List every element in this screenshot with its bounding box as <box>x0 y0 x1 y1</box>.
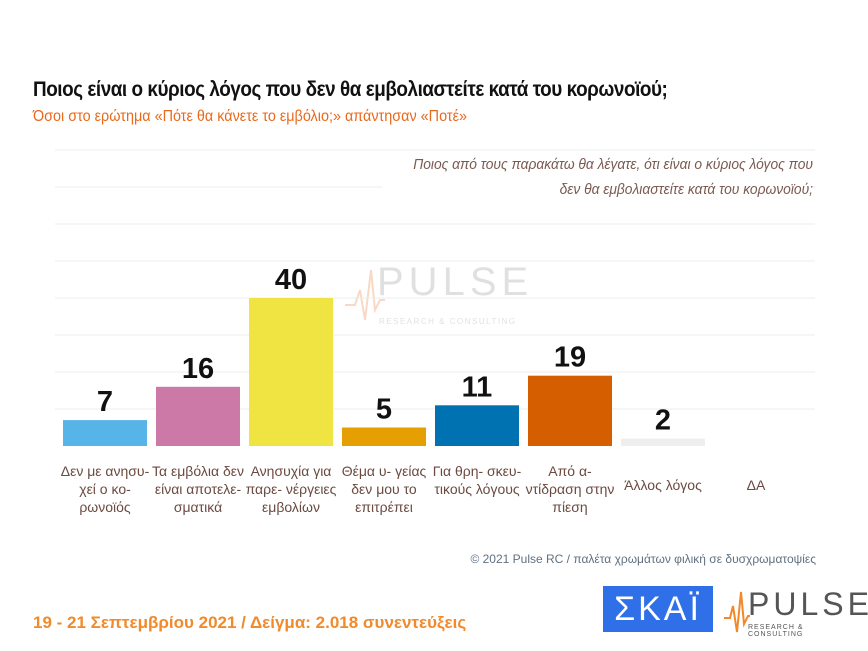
chart-title: Ποιος είναι ο κύριος λόγος που δεν θα εμ… <box>33 78 668 101</box>
bar <box>63 420 147 446</box>
category-label: Άλλος λόγος <box>624 477 702 493</box>
question-text: Ποιος από τους παρακάτω θα λέγατε, ότι ε… <box>382 152 813 202</box>
data-label: 5 <box>376 394 392 426</box>
pulse-wave-icon <box>345 269 385 321</box>
credit-text: © 2021 Pulse RC / παλέτα χρωμάτων φιλική… <box>470 552 816 566</box>
category-label: Από α- ντίδραση στην πίεση <box>525 463 615 515</box>
skai-logo: ΣΚΑΪ <box>603 586 713 632</box>
bar <box>435 405 519 446</box>
category-label: ΔΑ <box>746 477 766 493</box>
data-label: 11 <box>462 371 493 403</box>
footer-date-sample: 19 - 21 Σεπτεμβρίου 2021 / Δείγμα: 2.018… <box>33 613 467 632</box>
data-label: 16 <box>182 353 214 385</box>
data-label: 2 <box>655 405 671 437</box>
chart-subtitle: Όσοι στο ερώτημα «Πότε θα κάνετε το εμβό… <box>33 108 467 125</box>
category-label: Για θρη- σκευ- τικούς λόγους <box>432 463 522 497</box>
data-label: 40 <box>275 264 307 296</box>
bar <box>528 375 612 446</box>
bar <box>342 427 426 446</box>
category-label: Ανησυχία για παρε- νέργειες εμβολίων <box>245 463 337 515</box>
category-label: Δεν με ανησυ- χεί ο κο- ρωνοϊός <box>60 463 150 515</box>
category-label: Θέμα υ- γείας δεν μου το επιτρέπει <box>341 463 427 515</box>
pulse-watermark: PULSE RESEARCH & CONSULTING <box>345 260 528 335</box>
bar <box>249 298 333 446</box>
bar <box>156 386 240 446</box>
data-label: 7 <box>97 386 113 418</box>
data-label: 19 <box>554 342 586 374</box>
pulse-wave-icon <box>724 591 750 633</box>
category-label: Τα εμβόλια δεν είναι αποτελε- σματικά <box>152 463 245 515</box>
bar <box>621 438 705 446</box>
pulse-logo: PULSE RESEARCH & CONSULTING <box>724 586 868 638</box>
